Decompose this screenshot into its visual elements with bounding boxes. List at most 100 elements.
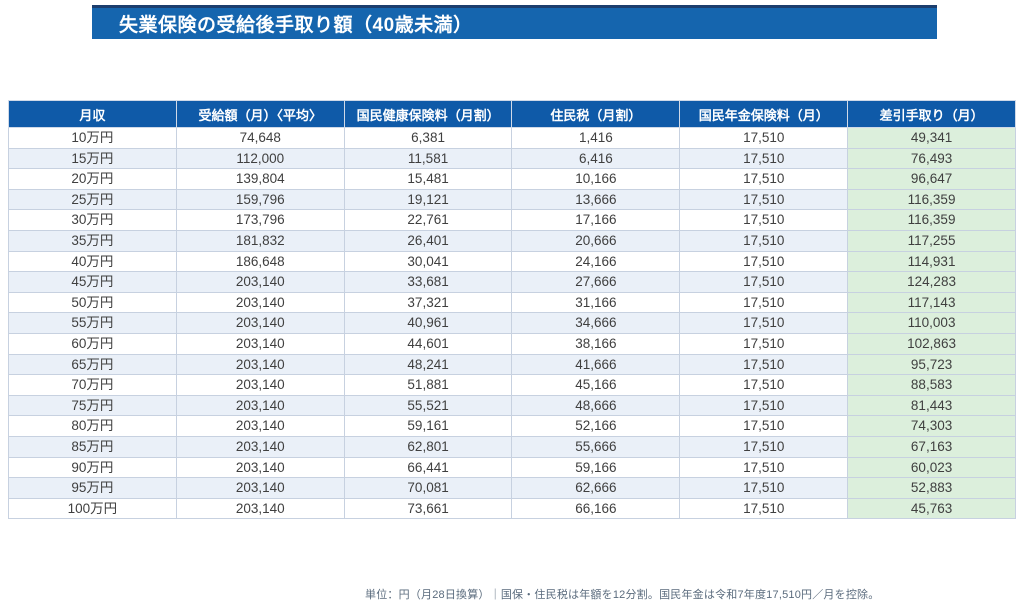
cell: 17,510 [679,456,849,479]
cell: 203,140 [175,435,345,458]
cell: 124,283 [847,271,1016,293]
cell: 95,723 [847,353,1016,376]
row-label: 90万円 [8,456,177,479]
cell: 66,441 [343,456,513,479]
table-row: 85万円 203,140 62,801 55,666 17,510 67,163 [8,435,1016,458]
row-label: 10万円 [8,127,177,149]
cell: 203,140 [175,394,345,417]
cell: 159,796 [175,188,345,211]
cell: 203,140 [175,477,345,499]
table-row: 60万円 203,140 44,601 38,166 17,510 102,863 [8,332,1016,355]
table-row: 10万円 74,648 6,381 1,416 17,510 49,341 [8,127,1016,149]
table-row: 25万円 159,796 19,121 13,666 17,510 116,359 [8,188,1016,211]
cell: 6,416 [511,147,681,170]
row-label: 20万円 [8,168,177,190]
row-label: 100万円 [8,497,177,520]
cell: 31,166 [511,291,681,314]
cell: 203,140 [175,497,345,520]
cell: 45,763 [847,497,1016,520]
cell: 67,163 [847,435,1016,458]
cell: 117,143 [847,291,1016,314]
row-label: 35万円 [8,229,177,252]
column-header-0: 月収 [8,100,177,128]
cell: 96,647 [847,168,1016,190]
column-header-4: 国民年金保険料（月） [679,100,849,128]
row-label: 95万円 [8,477,177,499]
cell: 17,510 [679,250,849,273]
table-row: 75万円 203,140 55,521 48,666 17,510 81,443 [8,394,1016,417]
benefits-table-container: 月収 受給額（月）〈平均〉 国民健康保険料（月割） 住民税（月割） 国民年金保険料（月）… [8,100,1016,520]
cell: 17,510 [679,497,849,520]
cell: 24,166 [511,250,681,273]
cell: 116,359 [847,209,1016,231]
cell: 112,000 [175,147,345,170]
table-row: 90万円 203,140 66,441 59,166 17,510 60,023 [8,456,1016,479]
cell: 48,666 [511,394,681,417]
cell: 203,140 [175,374,345,396]
cell: 26,401 [343,229,513,252]
cell: 44,601 [343,332,513,355]
table-row: 55万円 203,140 40,961 34,666 17,510 110,003 [8,312,1016,334]
column-header-3: 住民税（月割） [511,100,681,128]
row-label: 25万円 [8,188,177,211]
column-header-5: 差引手取り（月） [847,100,1016,128]
table-row: 35万円 181,832 26,401 20,666 17,510 117,255 [8,229,1016,252]
cell: 37,321 [343,291,513,314]
table-row: 70万円 203,140 51,881 45,166 17,510 88,583 [8,374,1016,396]
column-header-2: 国民健康保険料（月割） [343,100,513,128]
table-row: 100万円 203,140 73,661 66,166 17,510 45,763 [8,497,1016,520]
cell: 13,666 [511,188,681,211]
cell: 49,341 [847,127,1016,149]
cell: 1,416 [511,127,681,149]
cell: 41,666 [511,353,681,376]
cell: 17,510 [679,394,849,417]
cell: 203,140 [175,291,345,314]
cell: 33,681 [343,271,513,293]
row-label: 65万円 [8,353,177,376]
title-banner: 失業保険の受給後手取り額（40歳未満） [92,5,937,39]
cell: 88,583 [847,374,1016,396]
cell: 73,661 [343,497,513,520]
cell: 51,881 [343,374,513,396]
cell: 186,648 [175,250,345,273]
cell: 48,241 [343,353,513,376]
cell: 20,666 [511,229,681,252]
cell: 62,801 [343,435,513,458]
cell: 17,510 [679,188,849,211]
row-label: 80万円 [8,415,177,437]
cell: 76,493 [847,147,1016,170]
row-label: 15万円 [8,147,177,170]
table-row: 80万円 203,140 59,161 52,166 17,510 74,303 [8,415,1016,437]
cell: 17,510 [679,477,849,499]
cell: 70,081 [343,477,513,499]
row-label: 85万円 [8,435,177,458]
cell: 17,166 [511,209,681,231]
cell: 74,303 [847,415,1016,437]
cell: 55,666 [511,435,681,458]
cell: 203,140 [175,312,345,334]
cell: 34,666 [511,312,681,334]
cell: 17,510 [679,209,849,231]
column-header-1: 受給額（月）〈平均〉 [175,100,345,128]
cell: 60,023 [847,456,1016,479]
table-row: 65万円 203,140 48,241 41,666 17,510 95,723 [8,353,1016,376]
cell: 116,359 [847,188,1016,211]
row-label: 45万円 [8,271,177,293]
cell: 11,581 [343,147,513,170]
cell: 30,041 [343,250,513,273]
cell: 81,443 [847,394,1016,417]
cell: 19,121 [343,188,513,211]
cell: 102,863 [847,332,1016,355]
cell: 203,140 [175,332,345,355]
cell: 173,796 [175,209,345,231]
cell: 139,804 [175,168,345,190]
cell: 17,510 [679,415,849,437]
cell: 17,510 [679,291,849,314]
cell: 66,166 [511,497,681,520]
cell: 17,510 [679,168,849,190]
cell: 74,648 [175,127,345,149]
cell: 17,510 [679,435,849,458]
cell: 17,510 [679,332,849,355]
table-row: 50万円 203,140 37,321 31,166 17,510 117,143 [8,291,1016,314]
cell: 10,166 [511,168,681,190]
